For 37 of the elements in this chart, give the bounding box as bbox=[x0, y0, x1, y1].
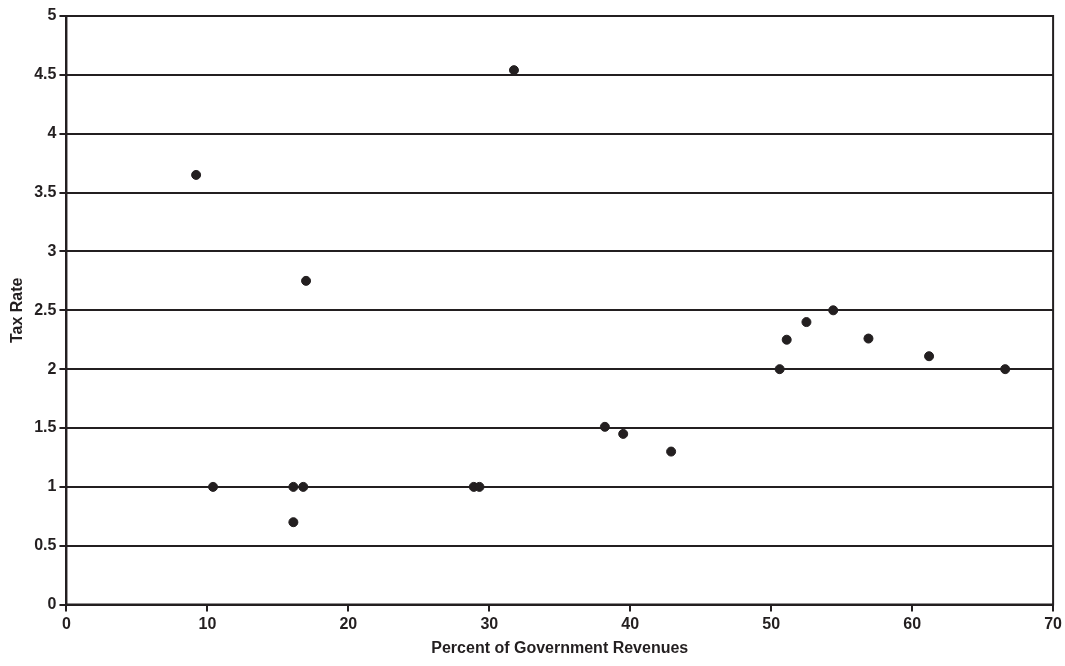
point bbox=[801, 317, 812, 328]
y-tick-label: 3.5 bbox=[34, 182, 57, 200]
point bbox=[666, 446, 677, 457]
y-tick-label: 0.5 bbox=[34, 536, 57, 554]
y-tick-label: 2.5 bbox=[34, 300, 57, 318]
x-tick-label: 20 bbox=[339, 614, 358, 632]
y-tick-label: 5 bbox=[47, 6, 57, 24]
y-tick-label: 1 bbox=[47, 477, 57, 495]
point bbox=[191, 169, 202, 180]
point bbox=[618, 428, 629, 439]
x-tick-label: 30 bbox=[480, 614, 499, 632]
y-tick-label: 3 bbox=[47, 241, 57, 259]
point bbox=[599, 421, 610, 432]
x-tick-label: 70 bbox=[1044, 614, 1063, 632]
point bbox=[298, 481, 309, 492]
point bbox=[924, 351, 935, 362]
y-tick-label: 2 bbox=[47, 359, 57, 377]
point bbox=[863, 333, 874, 344]
x-tick-label: 50 bbox=[762, 614, 781, 632]
y-tick-label: 4.5 bbox=[34, 65, 57, 83]
x-tick-label: 0 bbox=[61, 614, 71, 632]
point bbox=[1000, 364, 1011, 375]
y-tick-label: 4 bbox=[47, 124, 57, 142]
point bbox=[288, 481, 299, 492]
point bbox=[288, 517, 299, 528]
point bbox=[774, 364, 785, 375]
point bbox=[781, 334, 792, 345]
y-tick-label: 0 bbox=[47, 595, 57, 613]
point bbox=[301, 275, 312, 286]
y-axis-title: Tax Rate bbox=[8, 277, 26, 344]
x-tick-label: 60 bbox=[903, 614, 922, 632]
x-tick-label: 40 bbox=[621, 614, 640, 632]
x-tick-label: 10 bbox=[198, 614, 217, 632]
point bbox=[208, 481, 219, 492]
x-axis-title: Percent of Government Revenues bbox=[431, 638, 689, 656]
point bbox=[828, 305, 839, 316]
y-tick-label: 1.5 bbox=[34, 418, 57, 436]
